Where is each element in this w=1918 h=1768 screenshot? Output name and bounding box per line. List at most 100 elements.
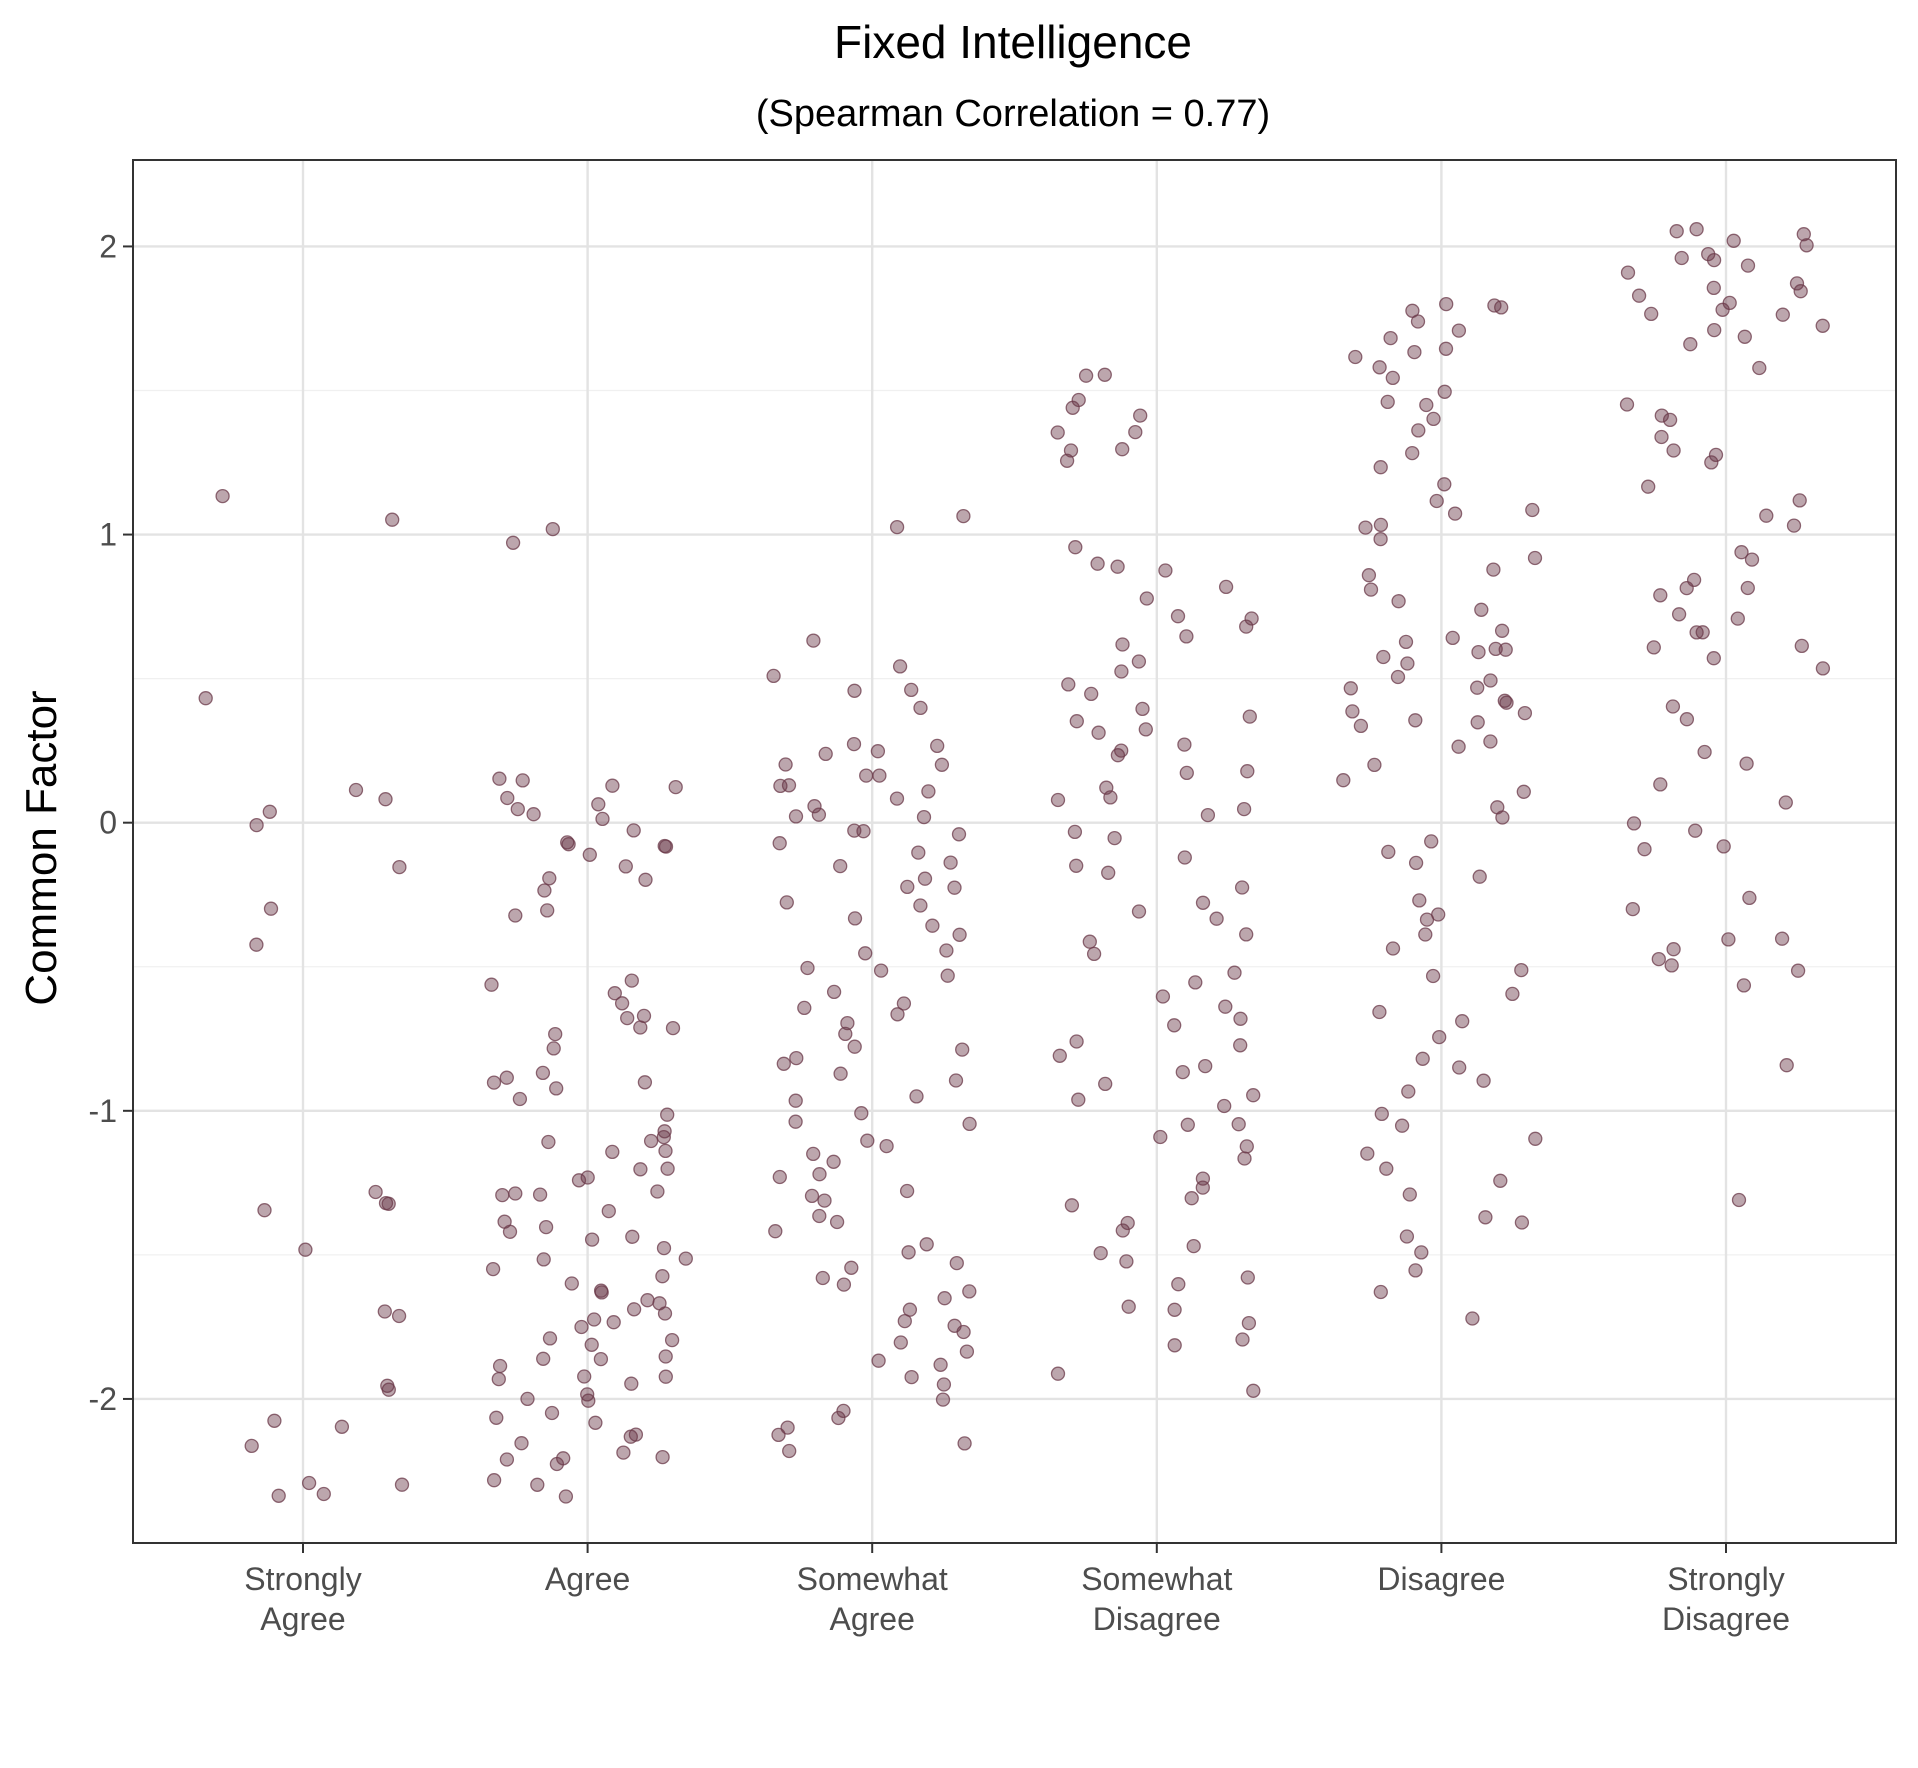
data-point xyxy=(1679,712,1695,727)
data-point xyxy=(665,1020,681,1036)
data-point xyxy=(826,1154,841,1169)
data-point xyxy=(1119,1254,1134,1269)
data-point xyxy=(962,1116,977,1132)
data-point xyxy=(955,1042,970,1057)
x-tick-label: Somewhat Disagree xyxy=(1081,1561,1232,1637)
data-point xyxy=(939,943,954,958)
data-point xyxy=(1517,705,1533,721)
data-point xyxy=(198,691,213,706)
data-point xyxy=(1373,460,1388,475)
data-point xyxy=(1759,508,1774,523)
data-point xyxy=(804,1188,820,1204)
data-point xyxy=(1654,408,1669,423)
data-point xyxy=(1372,360,1387,375)
data-point xyxy=(1133,408,1148,423)
data-point xyxy=(788,1093,803,1108)
data-point xyxy=(1402,1187,1417,1202)
data-point xyxy=(838,1026,853,1042)
data-point xyxy=(1071,1092,1086,1107)
data-point xyxy=(1061,677,1076,692)
data-point xyxy=(1233,1038,1248,1053)
data-point xyxy=(549,1081,564,1096)
data-point xyxy=(657,1306,673,1321)
data-point xyxy=(1373,1284,1388,1300)
data-point xyxy=(959,1344,975,1359)
data-point xyxy=(1233,1011,1248,1026)
data-point xyxy=(1235,1332,1250,1347)
x-tick-label: Somewhat Agree xyxy=(797,1561,948,1637)
data-point xyxy=(831,1410,846,1426)
points-layer xyxy=(198,222,1831,1504)
data-point xyxy=(846,736,862,752)
data-point xyxy=(925,918,940,933)
data-point xyxy=(797,1000,812,1016)
data-point xyxy=(1399,1229,1415,1244)
data-point xyxy=(1736,978,1752,993)
data-point xyxy=(545,521,560,537)
data-point xyxy=(1246,1383,1261,1398)
data-point xyxy=(1376,649,1391,665)
data-point xyxy=(916,809,932,825)
data-point xyxy=(904,682,919,698)
data-point xyxy=(815,1270,830,1286)
data-point xyxy=(1478,1210,1493,1225)
data-point xyxy=(1619,397,1635,412)
data-point xyxy=(962,1284,977,1299)
data-point xyxy=(772,836,787,851)
data-point xyxy=(262,804,277,819)
data-point xyxy=(1525,502,1540,518)
data-point xyxy=(606,1315,621,1330)
data-point xyxy=(840,1015,855,1031)
data-point xyxy=(1091,725,1106,740)
data-point xyxy=(788,1114,803,1129)
data-point xyxy=(1240,764,1255,779)
data-point xyxy=(542,871,557,886)
data-point xyxy=(1098,1076,1113,1092)
data-point xyxy=(1455,1014,1470,1029)
data-point xyxy=(1726,233,1741,248)
data-point xyxy=(508,1186,523,1201)
data-point xyxy=(948,1073,964,1088)
data-point xyxy=(502,1224,518,1239)
data-point xyxy=(1385,941,1401,956)
data-point xyxy=(564,1276,579,1291)
data-point xyxy=(1752,360,1767,376)
data-point xyxy=(951,827,967,842)
data-point xyxy=(1514,1215,1530,1230)
data-point xyxy=(1379,1161,1394,1176)
data-point xyxy=(492,771,507,786)
data-point xyxy=(263,901,279,916)
data-point xyxy=(244,1438,259,1454)
data-point xyxy=(1336,773,1351,788)
data-point xyxy=(956,1324,971,1340)
data-point xyxy=(584,1337,599,1352)
data-point xyxy=(1740,580,1755,596)
data-point xyxy=(656,1129,671,1145)
data-point xyxy=(1414,1245,1429,1260)
data-point xyxy=(1472,869,1487,884)
data-point xyxy=(1697,744,1712,760)
data-point xyxy=(655,1269,670,1284)
data-point xyxy=(1179,629,1194,644)
data-point xyxy=(1050,792,1066,808)
data-point xyxy=(1236,801,1252,817)
data-point xyxy=(935,1392,951,1407)
data-point xyxy=(870,744,886,759)
data-point xyxy=(1438,341,1454,356)
data-point xyxy=(249,817,264,833)
data-point xyxy=(581,1393,596,1408)
data-point xyxy=(1793,284,1808,299)
data-point xyxy=(298,1242,313,1257)
data-point xyxy=(626,823,641,838)
data-point xyxy=(378,792,393,807)
data-point xyxy=(917,871,933,886)
data-point xyxy=(1742,890,1757,906)
data-point xyxy=(812,1208,827,1224)
data-point xyxy=(1789,276,1805,291)
data-point xyxy=(1110,748,1126,763)
data-point xyxy=(1683,337,1698,352)
data-point xyxy=(899,1183,915,1199)
data-point xyxy=(1815,661,1831,676)
data-point xyxy=(1451,739,1466,754)
